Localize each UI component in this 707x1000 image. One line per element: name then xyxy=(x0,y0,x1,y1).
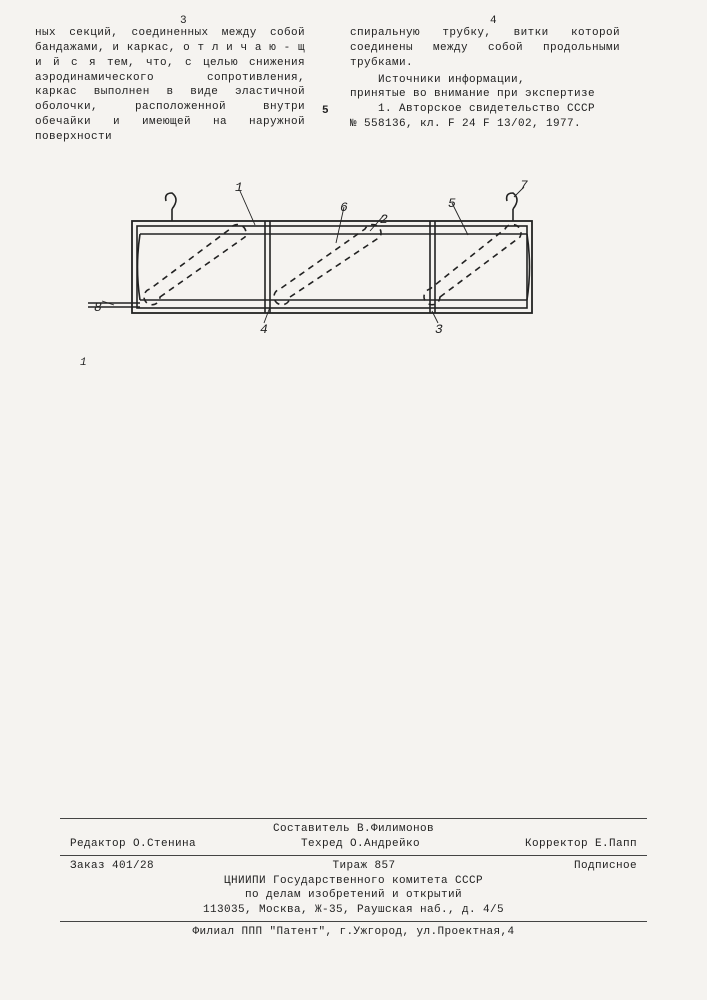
column-left: ных секций, соединенных между собой банд… xyxy=(35,26,305,145)
figure: 1 12345678 xyxy=(80,185,560,350)
editor: Редактор О.Стенина xyxy=(70,837,196,852)
print: Филиал ППП "Патент", г.Ужгород, ул.Проек… xyxy=(60,925,647,940)
left-text: ных секций, соединенных между собой банд… xyxy=(35,27,305,143)
column-right: спиральную трубку, витки которой соедине… xyxy=(350,26,620,132)
fig-callout-8: 8 xyxy=(94,299,102,317)
techred: Техред О.Андрейко xyxy=(301,837,420,852)
fig-callout-1: 1 xyxy=(235,179,243,197)
fig-label-1: 1 xyxy=(80,356,87,371)
fig-callout-4: 4 xyxy=(260,321,268,339)
fig-callout-3: 3 xyxy=(435,321,443,339)
right-p2-l2: принятые во внимание при экспертизе xyxy=(350,87,620,102)
right-p1: спиральную трубку, витки которой соедине… xyxy=(350,26,620,71)
fig-callout-7: 7 xyxy=(520,177,528,195)
org2: по делам изобретений и открытий xyxy=(60,888,647,903)
fig-callout-2: 2 xyxy=(380,211,388,229)
org1: ЦНИИПИ Государственного комитета СССР xyxy=(60,874,647,889)
line-number-5: 5 xyxy=(322,104,329,119)
order: Заказ 401/28 xyxy=(70,859,154,874)
tirazh: Тираж 857 xyxy=(332,859,395,874)
fig-callout-6: 6 xyxy=(340,199,348,217)
corrector: Корректор Е.Папп xyxy=(525,837,637,852)
addr: 113035, Москва, Ж-35, Раушская наб., д. … xyxy=(60,903,647,918)
right-p3-l2: № 558136, кл. F 24 F 13/02, 1977. xyxy=(350,117,620,132)
right-p3-l1: 1. Авторское свидетельство СССР xyxy=(350,102,620,117)
podpis: Подписное xyxy=(574,859,637,874)
compiler: Составитель В.Филимонов xyxy=(60,822,647,837)
footer: Составитель В.Филимонов Редактор О.Стени… xyxy=(60,815,647,940)
fig-callout-5: 5 xyxy=(448,195,456,213)
right-p2-l1: Источники информации, xyxy=(350,73,620,88)
